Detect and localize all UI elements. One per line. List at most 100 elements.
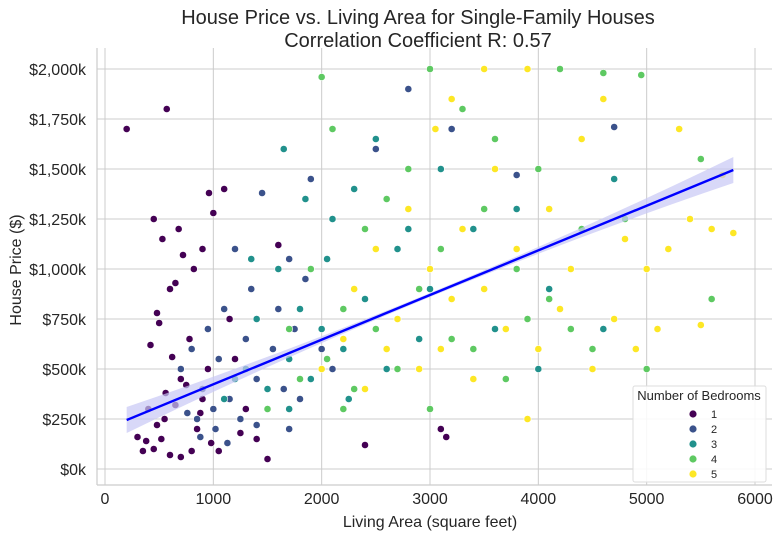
data-point-bedrooms-5: [566, 265, 575, 273]
legend-label-3: 3: [711, 439, 717, 451]
y-tick-label: $2,000k: [29, 62, 87, 79]
data-point-bedrooms-4: [523, 315, 532, 323]
data-point-bedrooms-4: [642, 365, 651, 373]
data-point-bedrooms-3: [339, 345, 348, 353]
data-point-bedrooms-5: [696, 321, 705, 329]
y-tick-label: $750k: [42, 312, 87, 329]
data-point-bedrooms-2: [285, 255, 294, 263]
data-point-bedrooms-3: [415, 335, 424, 343]
data-point-bedrooms-1: [252, 435, 261, 443]
data-point-bedrooms-5: [458, 225, 467, 233]
data-point-bedrooms-5: [664, 245, 673, 253]
data-point-bedrooms-5: [631, 345, 640, 353]
data-point-bedrooms-4: [534, 165, 543, 173]
data-point-bedrooms-5: [382, 345, 391, 353]
data-point-bedrooms-2: [269, 345, 277, 353]
data-point-bedrooms-5: [577, 135, 586, 143]
data-point-bedrooms-4: [393, 365, 402, 373]
data-point-bedrooms-3: [328, 215, 337, 223]
data-point-bedrooms-5: [599, 95, 608, 103]
x-tick-label: 0: [101, 491, 110, 508]
data-point-bedrooms-2: [209, 405, 218, 413]
data-point-bedrooms-2: [258, 189, 266, 197]
x-tick-label: 5000: [629, 491, 665, 508]
data-point-bedrooms-1: [133, 433, 142, 441]
data-point-bedrooms-5: [480, 65, 489, 73]
data-point-bedrooms-2: [193, 415, 201, 423]
legend-marker-5: [689, 470, 697, 478]
x-tick-label: 1000: [196, 491, 232, 508]
data-point-bedrooms-2: [306, 175, 315, 183]
legend-marker-4: [689, 455, 697, 463]
data-point-bedrooms-4: [491, 135, 499, 143]
data-point-bedrooms-1: [142, 437, 151, 445]
data-point-bedrooms-1: [176, 375, 185, 383]
data-point-bedrooms-5: [545, 205, 554, 213]
data-point-bedrooms-4: [545, 295, 554, 303]
data-point-bedrooms-3: [469, 225, 478, 233]
data-point-bedrooms-2: [176, 365, 185, 373]
data-point-bedrooms-5: [371, 245, 380, 253]
data-point-bedrooms-4: [404, 165, 413, 173]
data-point-bedrooms-1: [149, 445, 158, 453]
data-point-bedrooms-1: [209, 209, 218, 217]
data-point-bedrooms-2: [279, 385, 288, 393]
data-point-bedrooms-2: [211, 425, 220, 433]
chart-title: House Price vs. Living Area for Single-F…: [181, 7, 655, 29]
data-point-bedrooms-1: [174, 225, 183, 233]
data-point-bedrooms-1: [176, 453, 185, 461]
data-point-bedrooms-4: [339, 405, 348, 413]
data-point-bedrooms-4: [317, 73, 326, 81]
data-point-bedrooms-4: [469, 345, 478, 353]
chart-subtitle: Correlation Coefficient R: 0.57: [284, 30, 552, 52]
legend-label-4: 4: [711, 454, 717, 466]
data-point-bedrooms-1: [241, 405, 250, 413]
data-point-bedrooms-2: [447, 125, 456, 133]
data-point-bedrooms-4: [426, 65, 434, 73]
legend-marker-1: [689, 410, 697, 418]
data-point-bedrooms-1: [160, 415, 169, 423]
scatter-points: [122, 65, 738, 463]
y-tick-label: $1,000k: [29, 262, 87, 279]
data-point-bedrooms-4: [415, 285, 424, 293]
data-point-bedrooms-3: [512, 205, 521, 213]
data-point-bedrooms-2: [404, 85, 413, 93]
y-tick-label: $1,250k: [29, 212, 87, 229]
data-point-bedrooms-2: [204, 325, 212, 333]
data-point-bedrooms-4: [296, 375, 304, 383]
data-point-bedrooms-2: [371, 145, 380, 153]
data-point-bedrooms-4: [306, 265, 315, 273]
data-point-bedrooms-4: [588, 345, 597, 353]
data-point-bedrooms-5: [480, 285, 489, 293]
data-point-bedrooms-4: [447, 335, 456, 343]
data-point-bedrooms-5: [523, 415, 532, 423]
legend-box: [632, 385, 767, 483]
data-point-bedrooms-2: [610, 123, 619, 131]
data-point-bedrooms-3: [263, 385, 272, 393]
data-point-bedrooms-1: [185, 335, 194, 343]
data-point-bedrooms-4: [263, 405, 272, 413]
regression-line: [126, 168, 734, 422]
data-point-bedrooms-5: [523, 65, 532, 73]
data-point-bedrooms-2: [296, 395, 304, 403]
x-tick-labels: 0 1000 2000 3000 4000 5000 6000: [101, 491, 773, 508]
data-point-bedrooms-4: [707, 295, 716, 303]
y-axis-label: House Price ($): [8, 214, 25, 325]
data-point-bedrooms-3: [371, 135, 380, 143]
data-point-bedrooms-1: [168, 353, 177, 361]
data-point-bedrooms-4: [637, 71, 646, 79]
y-tick-label: $250k: [42, 412, 87, 429]
data-point-bedrooms-1: [162, 105, 171, 113]
data-point-bedrooms-5: [729, 229, 738, 237]
data-point-bedrooms-2: [247, 285, 256, 293]
legend-marker-2: [689, 425, 697, 433]
data-point-bedrooms-5: [393, 315, 402, 323]
data-point-bedrooms-3: [285, 405, 294, 413]
data-point-bedrooms-4: [599, 69, 608, 77]
data-point-bedrooms-3: [301, 195, 310, 203]
data-point-bedrooms-5: [512, 245, 521, 253]
legend: Number of Bedrooms 1 2 3 4 5: [632, 385, 767, 483]
data-point-bedrooms-1: [436, 425, 445, 433]
data-point-bedrooms-2: [223, 439, 232, 447]
data-point-bedrooms-5: [361, 385, 369, 393]
